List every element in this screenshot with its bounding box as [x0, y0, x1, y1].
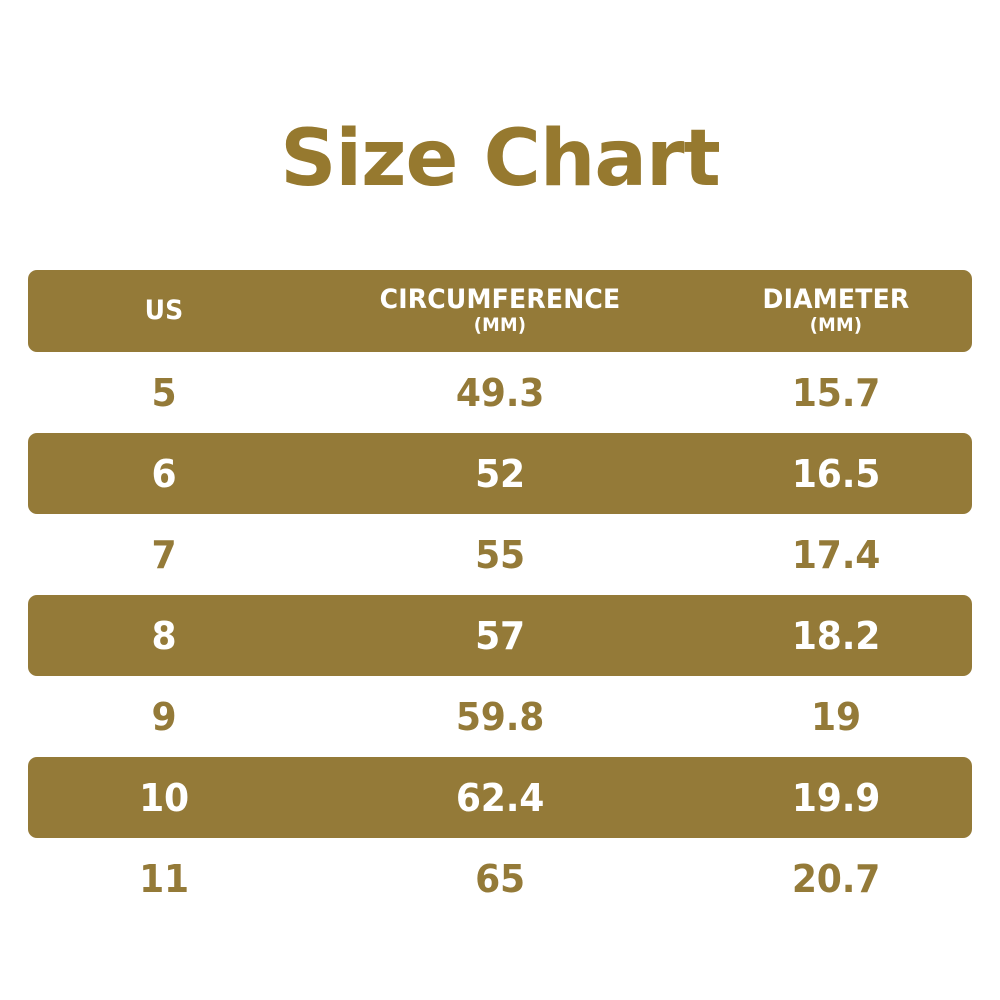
cell-diameter: 19 — [811, 694, 861, 739]
cell-us: 6 — [151, 451, 177, 496]
cell-diameter: 16.5 — [791, 451, 881, 496]
column-header-diameter: DIAMETER (MM) — [710, 283, 963, 337]
table-row: 6 52 16.5 — [28, 433, 972, 514]
column-header-circumference-label: CIRCUMFERENCE — [379, 283, 621, 315]
column-header-diameter-label: DIAMETER — [762, 283, 910, 315]
cell-diameter: 19.9 — [791, 775, 881, 820]
cell-us: 5 — [151, 370, 177, 415]
table-row: 5 49.3 15.7 — [28, 352, 972, 433]
table-row: 11 65 20.7 — [28, 838, 972, 919]
cell-us: 11 — [139, 856, 189, 901]
page-title-container: Size Chart — [0, 68, 1000, 251]
page-title: Size Chart — [280, 114, 721, 205]
cell-us: 10 — [139, 775, 189, 820]
cell-us: 8 — [151, 613, 177, 658]
cell-circumference: 52 — [475, 451, 525, 496]
table-row: 7 55 17.4 — [28, 514, 972, 595]
cell-circumference: 59.8 — [455, 694, 545, 739]
column-header-us-label: US — [144, 294, 184, 326]
table-row: 9 59.8 19 — [28, 676, 972, 757]
column-header-diameter-unit: (MM) — [809, 314, 863, 337]
table-row: 10 62.4 19.9 — [28, 757, 972, 838]
cell-diameter: 20.7 — [791, 856, 881, 901]
cell-diameter: 18.2 — [791, 613, 881, 658]
cell-diameter: 15.7 — [791, 370, 881, 415]
cell-diameter: 17.4 — [791, 532, 881, 577]
size-chart-table: US CIRCUMFERENCE (MM) DIAMETER (MM) 5 49… — [28, 270, 972, 919]
column-header-us: US — [38, 294, 291, 326]
cell-us: 7 — [151, 532, 177, 577]
cell-circumference: 57 — [475, 613, 525, 658]
column-header-circumference-unit: (MM) — [473, 314, 527, 337]
cell-us: 9 — [151, 694, 177, 739]
cell-circumference: 49.3 — [455, 370, 545, 415]
cell-circumference: 65 — [475, 856, 525, 901]
table-header-row: US CIRCUMFERENCE (MM) DIAMETER (MM) — [28, 270, 972, 352]
cell-circumference: 62.4 — [455, 775, 545, 820]
table-row: 8 57 18.2 — [28, 595, 972, 676]
cell-circumference: 55 — [475, 532, 525, 577]
column-header-circumference: CIRCUMFERENCE (MM) — [314, 283, 686, 337]
